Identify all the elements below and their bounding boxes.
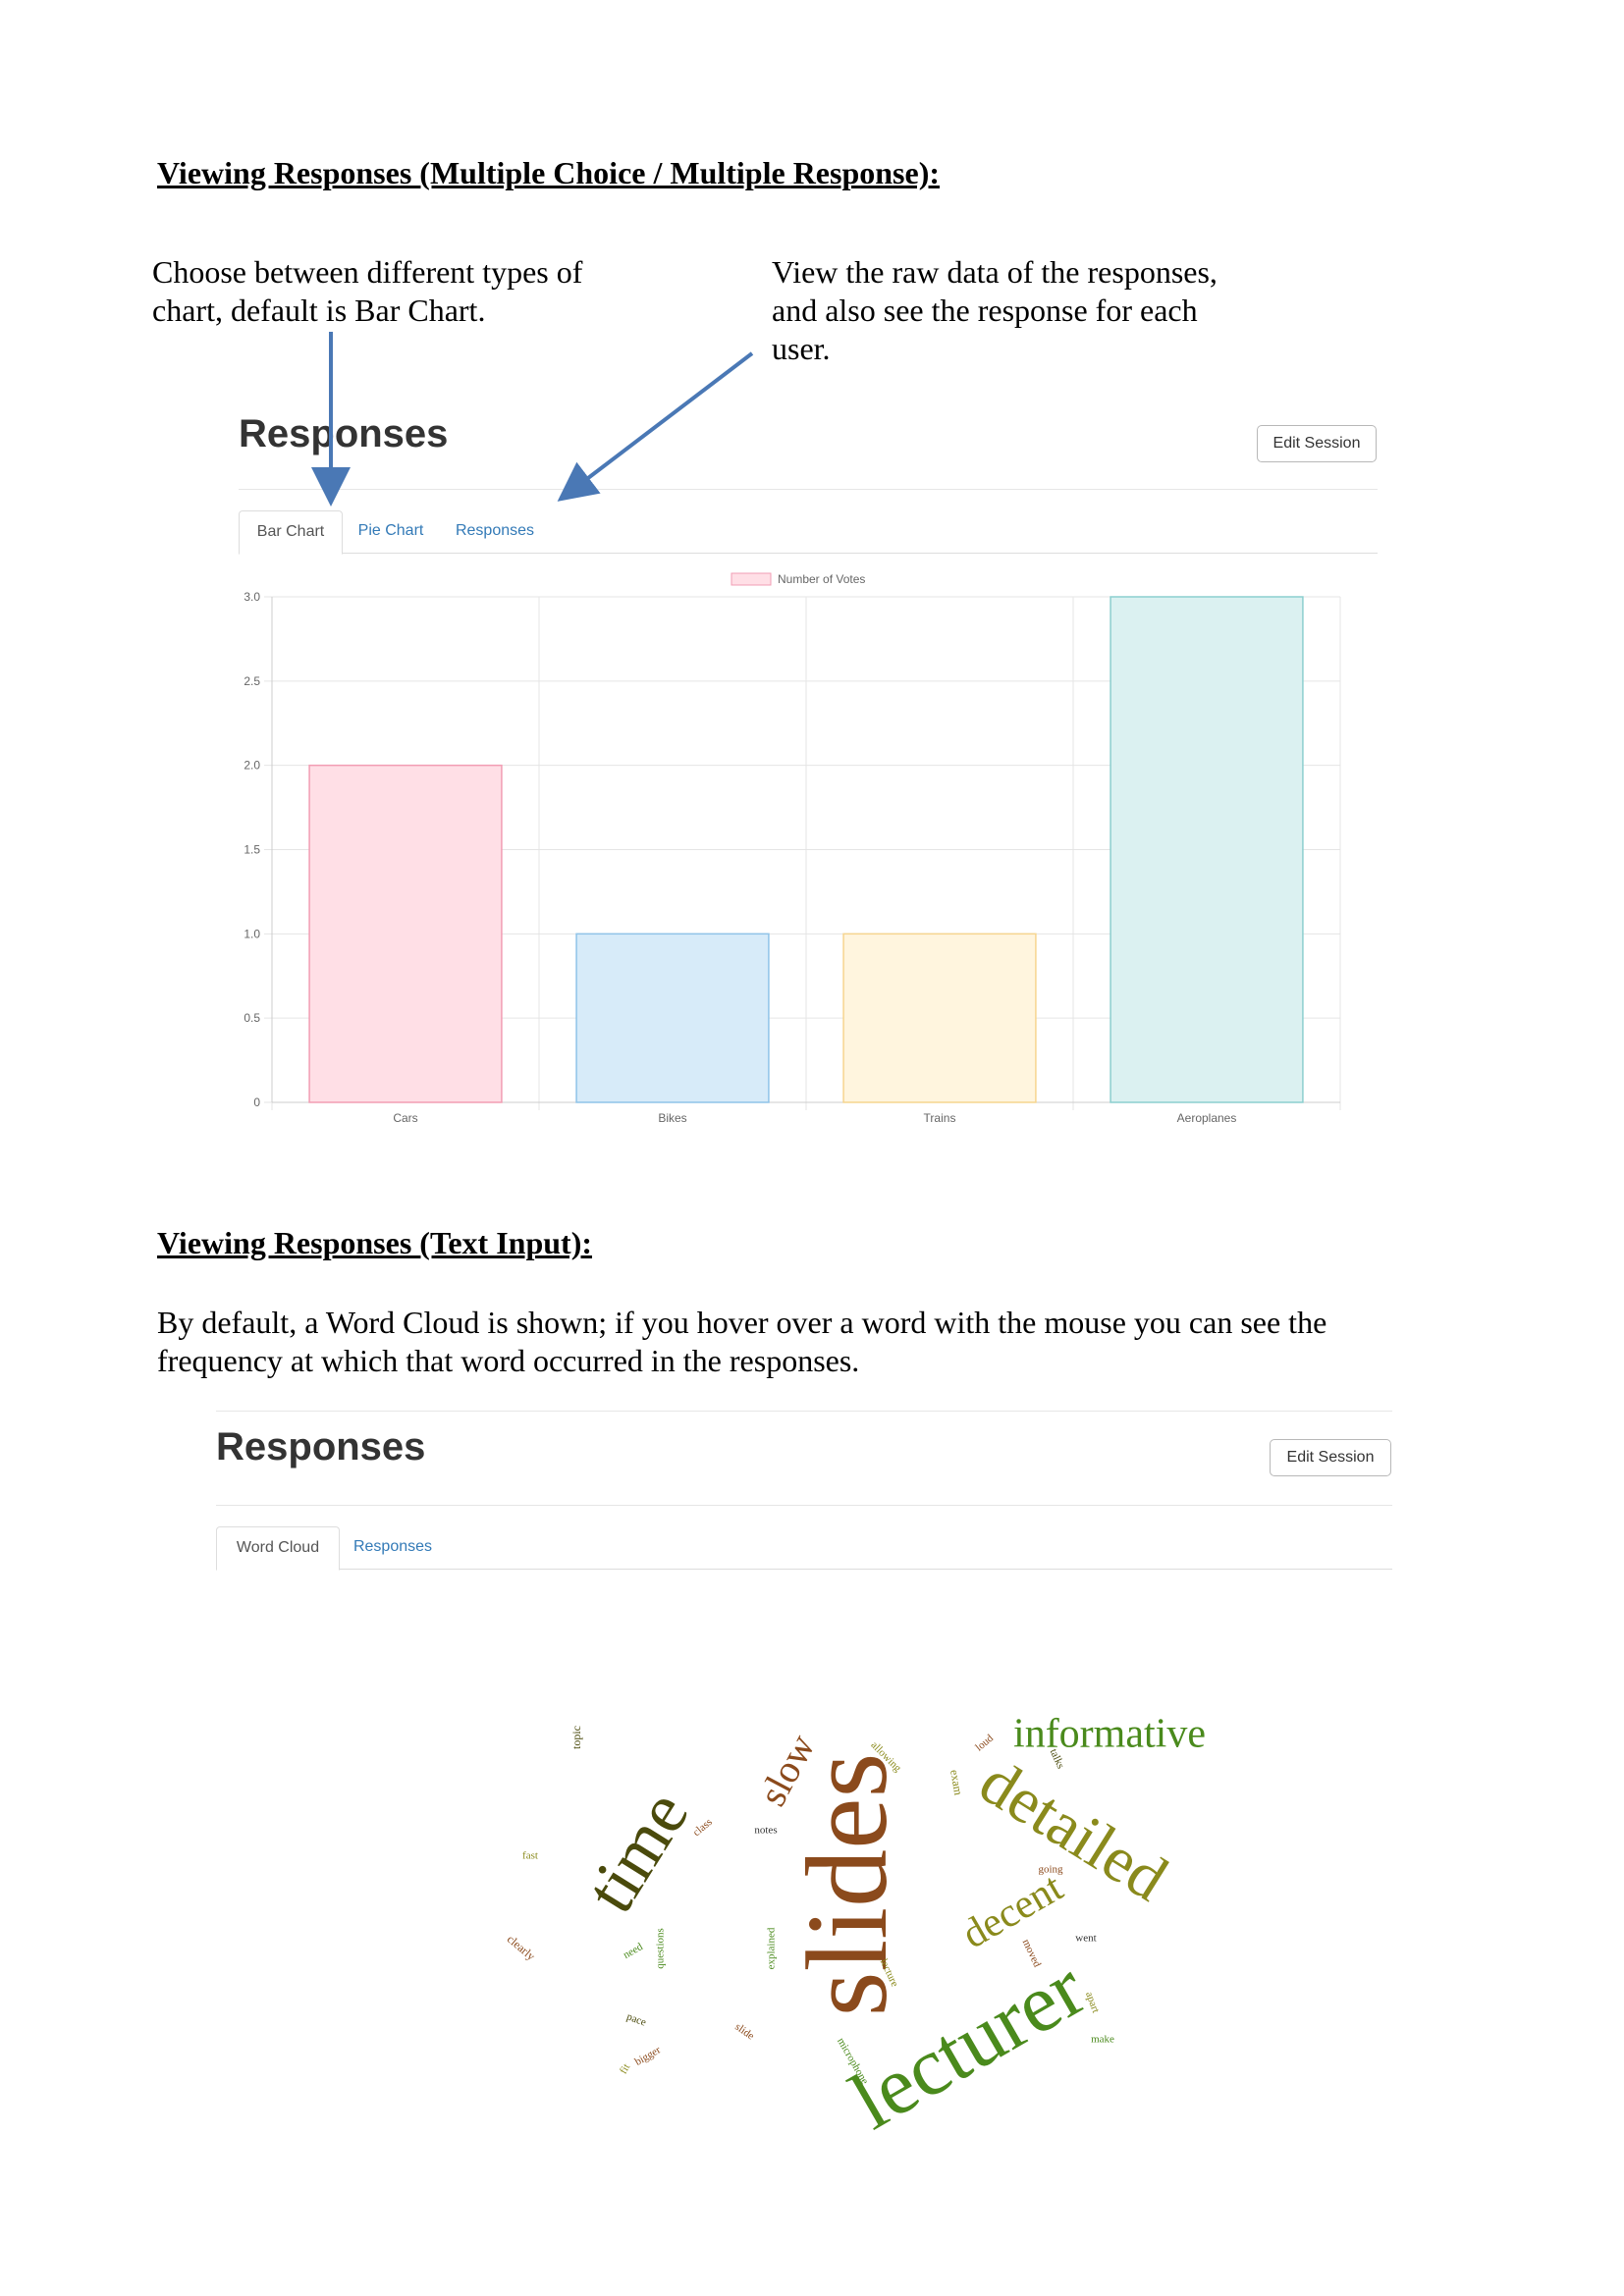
- tab-pie-chart[interactable]: Pie Chart: [357, 522, 424, 539]
- word-cloud-word: pace: [625, 2010, 648, 2028]
- x-tick-label: Cars: [393, 1111, 417, 1125]
- x-tick-label: Aeroplanes: [1177, 1111, 1237, 1125]
- page-title: Responses: [239, 412, 449, 455]
- top-divider: [216, 1411, 1392, 1412]
- word-cloud-word: detailed: [967, 1745, 1179, 1915]
- y-tick-label: 0.5: [244, 1011, 260, 1025]
- word-cloud-word: make: [1091, 2034, 1114, 2046]
- annotation-arrows: [311, 332, 754, 507]
- x-tick-label: Bikes: [658, 1111, 686, 1125]
- word-cloud-word: bigger: [633, 2044, 664, 2068]
- annotation-line: View the raw data of the responses,: [772, 254, 1218, 290]
- word-cloud-word: went: [1075, 1933, 1096, 1945]
- word-cloud-word: loud: [973, 1732, 996, 1753]
- word-cloud-word: informative: [1013, 1712, 1206, 1757]
- annotation-line: chart, default is Bar Chart.: [152, 293, 486, 328]
- word-cloud-word: need: [622, 1941, 645, 1961]
- x-tick-label: Trains: [924, 1111, 956, 1125]
- annotation-line: user.: [772, 331, 831, 366]
- annotation-chart-types: Choose between different types of chart,…: [152, 253, 582, 330]
- word-cloud-word: explained: [766, 1927, 778, 1969]
- word-cloud-word: fast: [522, 1850, 538, 1862]
- chart-tabs: Bar Chart Pie Chart Responses: [239, 510, 1378, 555]
- tab-responses[interactable]: Responses: [352, 1538, 433, 1555]
- y-tick-label: 2.0: [244, 759, 260, 773]
- word-cloud-word: going: [1038, 1864, 1063, 1876]
- annotation-line: Choose between different types of: [152, 254, 583, 290]
- y-tick-label: 2.5: [244, 674, 260, 688]
- bar: [308, 764, 503, 1103]
- bar-chart: Number of Votes 0 0.5 1.0 1.5 2.0 2.5 3.0 Cars Bi…: [244, 572, 1341, 1125]
- word-cloud-word: slides: [783, 1753, 911, 2017]
- annotation-line: and also see the response for each: [772, 293, 1198, 328]
- y-tick-label: 0: [253, 1095, 260, 1109]
- tab-responses[interactable]: Responses: [455, 522, 535, 539]
- word-cloud-word: topic: [569, 1726, 583, 1749]
- edit-session-button[interactable]: Edit Session: [1257, 425, 1377, 462]
- page-title: Responses: [216, 1425, 426, 1468]
- word-cloud-word: exam: [947, 1769, 965, 1797]
- word-cloud-word: time: [570, 1778, 704, 1926]
- annotation-line: By default, a Word Cloud is shown; if yo…: [157, 1305, 1327, 1340]
- section-heading-multiple-choice: Viewing Responses (Multiple Choice / Mul…: [157, 155, 941, 190]
- bar: [575, 933, 770, 1103]
- tab-bar-chart[interactable]: Bar Chart: [239, 510, 343, 555]
- bar: [1110, 596, 1304, 1103]
- word-cloud-tabs: Word Cloud Responses: [216, 1526, 1392, 1571]
- edit-session-button[interactable]: Edit Session: [1270, 1439, 1391, 1476]
- section-heading-text-input: Viewing Responses (Text Input):: [157, 1225, 593, 1260]
- y-tick-label: 3.0: [244, 590, 260, 604]
- title-divider: [239, 489, 1378, 490]
- bar: [842, 933, 1037, 1103]
- y-tick-label: 1.5: [244, 843, 260, 857]
- annotation-line: frequency at which that word occurred in…: [157, 1343, 860, 1378]
- word-cloud-word: fit: [618, 2062, 632, 2076]
- legend-label: Number of Votes: [778, 572, 865, 586]
- legend-swatch: [731, 572, 772, 586]
- title-divider: [216, 1505, 1392, 1506]
- word-cloud-word: slide: [732, 2021, 756, 2043]
- y-tick-label: 1.0: [244, 927, 260, 940]
- annotation-raw-data: View the raw data of the responses, and …: [772, 253, 1218, 368]
- word-cloud-word: questions: [655, 1928, 667, 1969]
- arrow-diagonal-icon: [557, 351, 754, 502]
- word-cloud-word: notes: [754, 1825, 777, 1837]
- word-cloud-word: clearly: [505, 1932, 538, 1963]
- annotation-word-cloud: By default, a Word Cloud is shown; if yo…: [157, 1304, 1326, 1380]
- tab-word-cloud[interactable]: Word Cloud: [216, 1526, 340, 1571]
